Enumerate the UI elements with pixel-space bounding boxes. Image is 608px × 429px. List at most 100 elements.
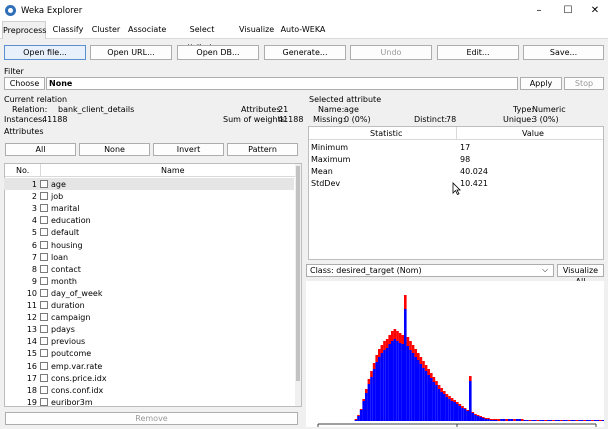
attribute-checkbox[interactable] xyxy=(40,349,48,358)
edit-button[interactable]: Edit... xyxy=(437,45,519,60)
attribute-checkbox[interactable] xyxy=(40,240,48,249)
tab-visualize[interactable]: Visualize xyxy=(239,25,275,34)
attribute-row[interactable]: 4 education xyxy=(4,214,294,226)
filter-field[interactable]: None xyxy=(46,77,518,90)
histogram-bar xyxy=(372,369,376,421)
histogram-bar-segment xyxy=(380,345,384,353)
stat-name: StdDev xyxy=(311,179,341,188)
histogram-bar-segment xyxy=(427,369,430,375)
minimize-button[interactable]: – xyxy=(536,5,542,16)
filter-choose-button[interactable]: Choose xyxy=(4,77,45,90)
attribute-name: emp.var.rate xyxy=(51,361,103,371)
attribute-checkbox[interactable] xyxy=(40,192,48,201)
histogram-bar-segment xyxy=(489,419,493,420)
histogram-bar-segment xyxy=(437,385,441,389)
apply-button[interactable]: Apply xyxy=(520,77,562,90)
histogram-bar xyxy=(463,409,467,421)
histogram-bar xyxy=(357,416,360,421)
attribute-name: duration xyxy=(51,301,85,310)
close-button[interactable]: ✕ xyxy=(590,5,600,16)
attribute-row[interactable]: 11 duration xyxy=(4,299,294,311)
attributes-count-value: 21 xyxy=(278,105,289,114)
pattern-button[interactable]: Pattern xyxy=(227,143,298,156)
attribute-checkbox[interactable] xyxy=(40,337,48,346)
select-none-button[interactable]: None xyxy=(79,143,150,156)
tab-preprocess[interactable]: Preprocess xyxy=(2,21,46,39)
tab-auto-weka[interactable]: Auto-WEKA xyxy=(280,25,326,34)
attribute-row[interactable]: 12 campaign xyxy=(4,311,294,323)
histogram-bar xyxy=(469,381,472,421)
attribute-row[interactable]: 9 month xyxy=(4,275,294,287)
histogram-bar xyxy=(461,408,464,421)
attribute-row[interactable]: 5 default xyxy=(4,226,294,238)
attribute-row[interactable]: 3 marital xyxy=(4,202,294,214)
histogram-bar xyxy=(456,404,459,421)
attribute-row[interactable]: 2 job xyxy=(4,190,294,202)
tab-associate[interactable]: Associate xyxy=(128,25,167,34)
open-url-button[interactable]: Open URL... xyxy=(90,45,172,60)
open-db-button[interactable]: Open DB... xyxy=(177,45,259,60)
histogram-bar-segment xyxy=(487,418,490,419)
attribute-checkbox[interactable] xyxy=(40,288,48,297)
attribute-checkbox[interactable] xyxy=(40,361,48,370)
histogram-bar xyxy=(388,344,391,421)
attribute-checkbox[interactable] xyxy=(40,301,48,309)
histogram-bar xyxy=(422,368,425,421)
attribute-row[interactable]: 17 cons.price.idx xyxy=(4,372,294,384)
open-file-button[interactable]: Open file... xyxy=(4,45,86,60)
maximize-button[interactable]: ☐ xyxy=(563,5,573,16)
save-button[interactable]: Save... xyxy=(523,45,604,60)
attribute-name: poutcome xyxy=(51,349,92,359)
attribute-name: pdays xyxy=(51,325,75,335)
histogram-bar xyxy=(383,350,386,421)
attributes-table-header xyxy=(5,164,295,177)
attributes-scrollbar-thumb[interactable] xyxy=(296,166,300,381)
attribute-checkbox[interactable] xyxy=(40,204,48,213)
undo-button[interactable]: Undo xyxy=(350,45,432,60)
attribute-row[interactable]: 10 day_of_week xyxy=(4,287,294,299)
attribute-checkbox[interactable] xyxy=(40,397,48,406)
histogram-tail-bar xyxy=(588,420,592,421)
attribute-row[interactable]: 6 housing xyxy=(4,239,294,251)
attribute-checkbox[interactable] xyxy=(40,325,48,334)
attribute-checkbox[interactable] xyxy=(40,264,48,273)
tab-cluster[interactable]: Cluster xyxy=(91,25,121,34)
attribute-checkbox[interactable] xyxy=(40,385,48,394)
attribute-row[interactable]: 18 cons.conf.idx xyxy=(4,384,294,396)
attribute-checkbox[interactable] xyxy=(40,180,48,188)
histogram-bar xyxy=(443,394,446,421)
histogram-tail-bar xyxy=(534,420,537,421)
attribute-row[interactable]: 1 age xyxy=(4,178,294,190)
col-value-header: Value xyxy=(522,129,544,138)
attribute-row[interactable]: 7 loan xyxy=(4,251,294,263)
sum-weights-label: Sum of weights: xyxy=(223,115,288,124)
class-select[interactable]: Class: desired_target (Nom) xyxy=(306,264,554,277)
visualize-all-button[interactable]: Visualize All xyxy=(557,264,604,286)
sel-unique-label: Unique: xyxy=(503,115,534,124)
histogram-bar xyxy=(398,343,402,421)
attribute-checkbox[interactable] xyxy=(40,373,48,382)
attribute-row[interactable]: 14 previous xyxy=(4,335,294,347)
histogram-bar xyxy=(396,341,399,421)
attribute-row[interactable]: 16 emp.var.rate xyxy=(4,360,294,372)
attribute-checkbox[interactable] xyxy=(40,252,48,261)
attributes-table xyxy=(4,163,302,407)
attribute-row[interactable]: 8 contact xyxy=(4,263,294,275)
tab-select-attributes[interactable]: Select attributes xyxy=(182,25,221,52)
invert-button[interactable]: Invert xyxy=(153,143,224,156)
attribute-row[interactable]: 13 pdays xyxy=(4,323,294,335)
stop-button[interactable]: Stop xyxy=(564,77,604,90)
attribute-row[interactable]: 19 euribor3m xyxy=(4,396,294,408)
tab-classify[interactable]: Classify xyxy=(52,25,84,34)
histogram-bar xyxy=(359,410,363,421)
sel-unique-value: 3 (0%) xyxy=(532,115,559,124)
histogram-bar-segment xyxy=(383,341,386,350)
attribute-row[interactable]: 15 poutcome xyxy=(4,347,294,359)
attribute-checkbox[interactable] xyxy=(40,313,48,322)
attribute-checkbox[interactable] xyxy=(40,216,48,225)
attribute-checkbox[interactable] xyxy=(40,276,48,285)
remove-button[interactable]: Remove xyxy=(5,412,298,425)
select-all-button[interactable]: All xyxy=(5,143,76,156)
generate-button[interactable]: Generate... xyxy=(264,45,346,60)
attribute-checkbox[interactable] xyxy=(40,228,48,237)
